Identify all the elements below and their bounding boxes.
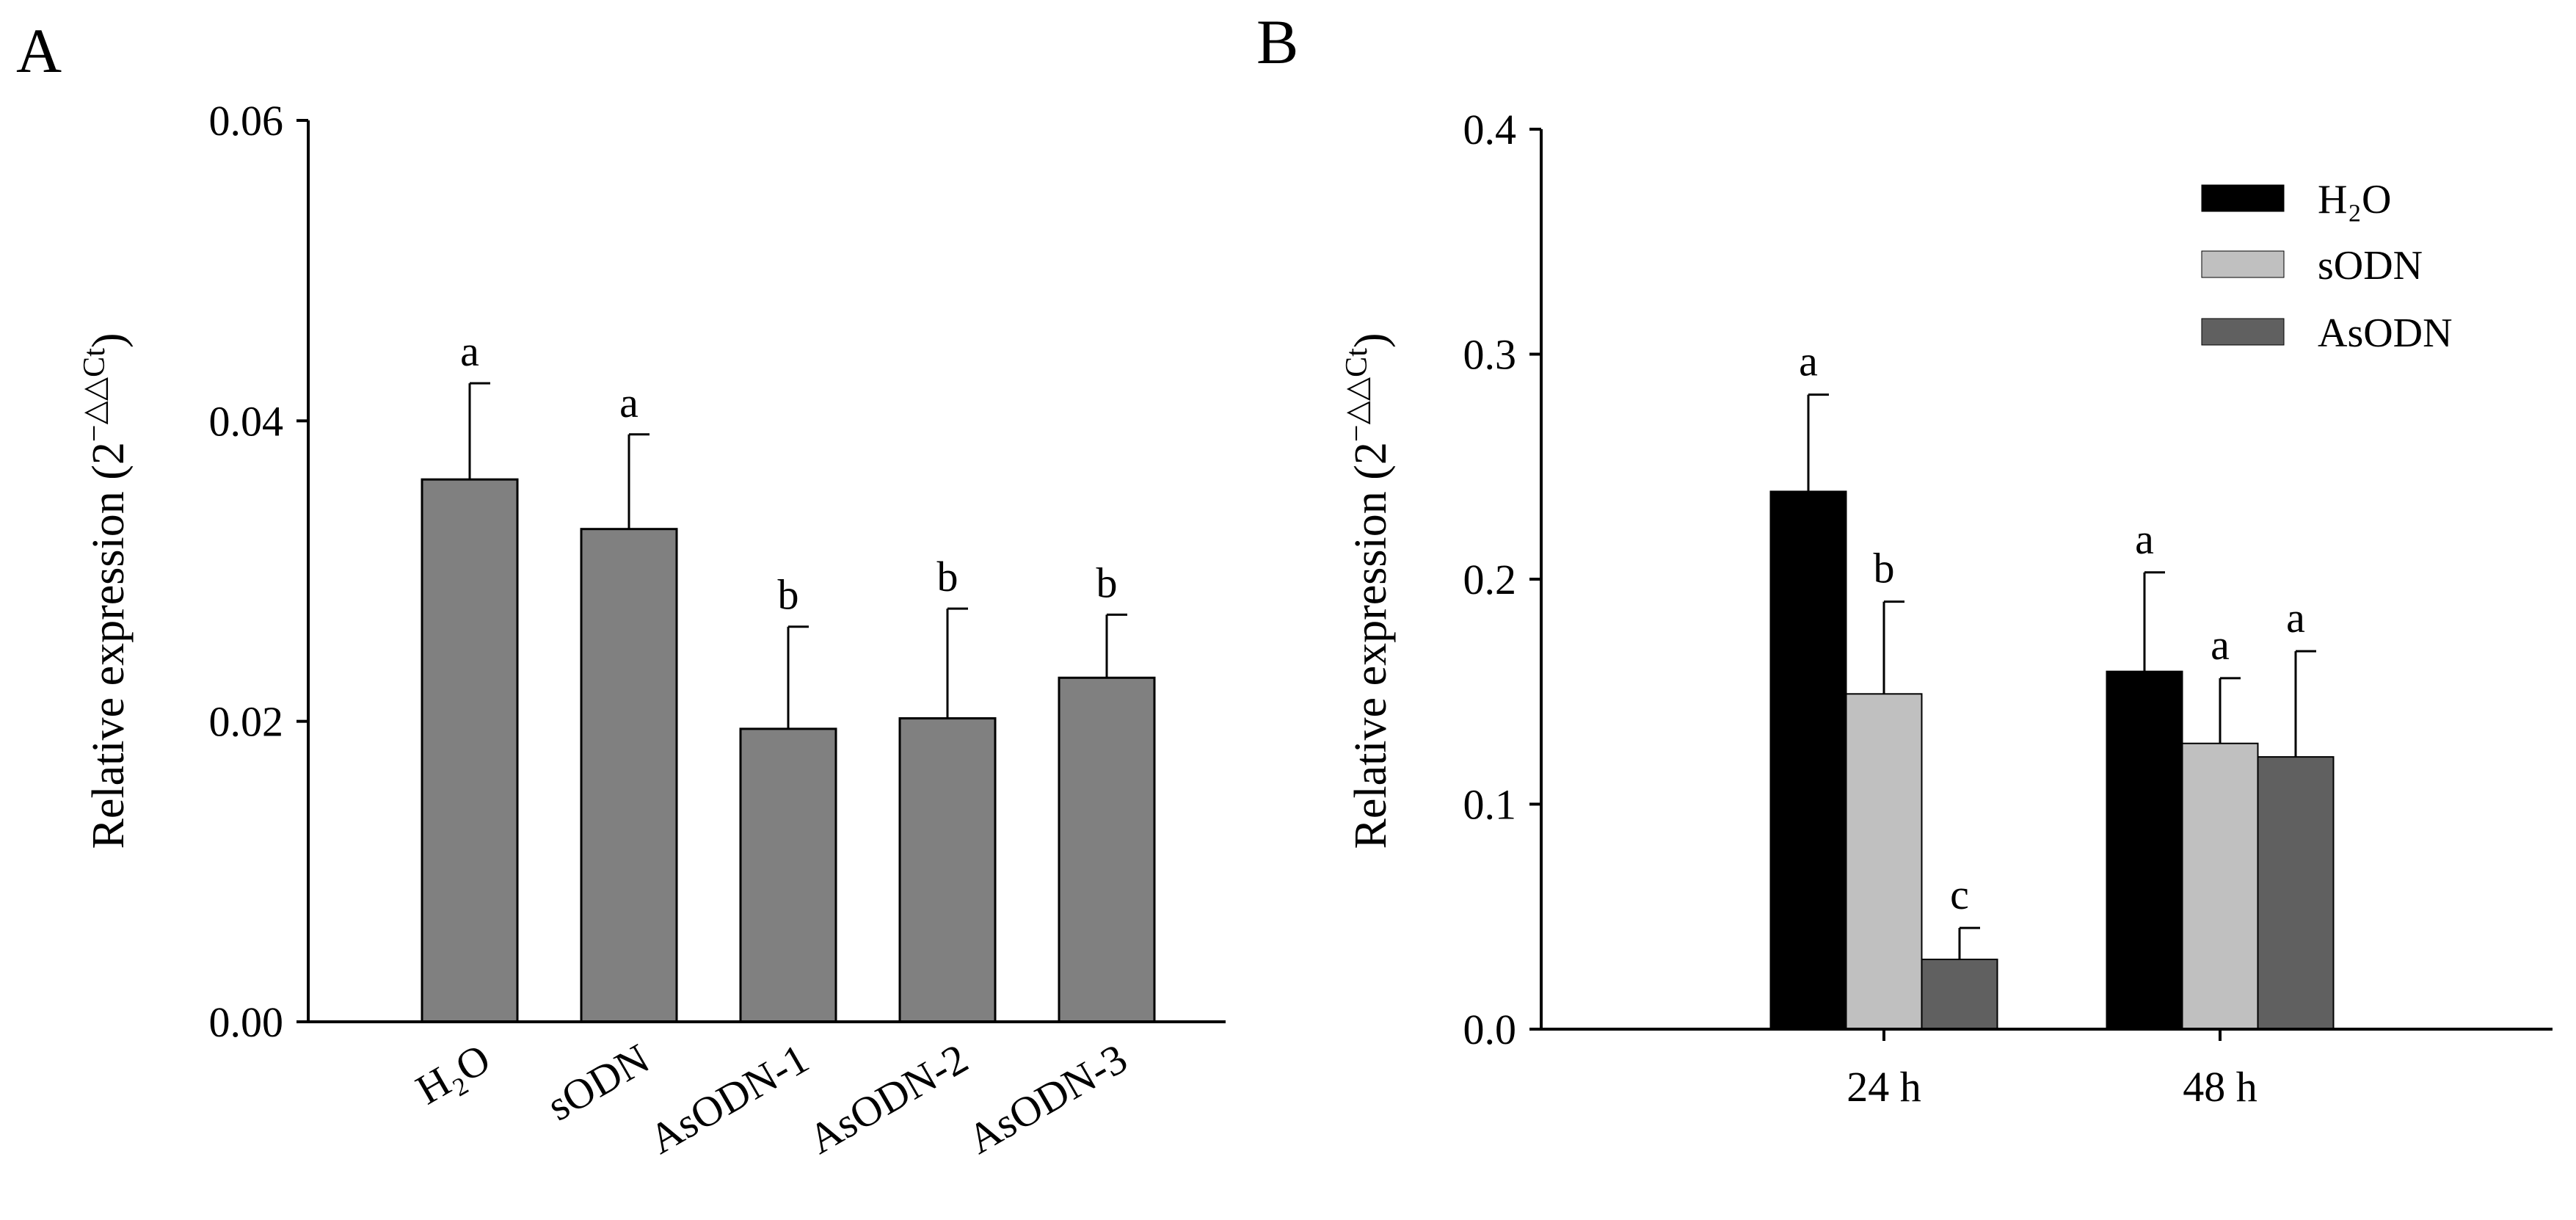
- panel-b-bars: [1769, 490, 2335, 1030]
- panel-a-y-ticks: 0.00 0.02 0.04 0.06: [209, 97, 308, 1046]
- panel-a-y-tick-label: 0.02: [209, 698, 284, 746]
- panel-b-y-tick-label: 0.4: [1463, 106, 1517, 153]
- panel-b-bar: [2257, 756, 2335, 1030]
- panel-b-y-axis-title-close: ): [1346, 333, 1396, 348]
- panel-b-legend-label: H₂O: [2318, 177, 2391, 222]
- panel-a-bar: [580, 528, 678, 1023]
- panel-b-legend-label: AsODN: [2318, 311, 2453, 356]
- panel-b-legend: H₂O sODN AsODN: [2201, 177, 2453, 356]
- panel-a-category-label: sODN: [539, 1034, 658, 1130]
- panel-a-significance-letter: b: [778, 571, 799, 619]
- panel-b-y-axis-title-main: Relative expression (2: [1346, 442, 1396, 849]
- panel-b-significance-letter: a: [2286, 594, 2305, 642]
- panel-b-legend-label: sODN: [2318, 243, 2423, 288]
- panel-b-category-labels: 24 h 48 h: [1847, 1029, 2257, 1111]
- panel-a-significance-letter: b: [937, 553, 958, 600]
- panel-b-y-ticks: 0.0 0.1 0.2 0.3 0.4: [1463, 106, 1541, 1053]
- panel-b-bar: [1921, 958, 1998, 1030]
- panel-b: B Relative expression (2−△△Ct) 0.0 0.1 0.2…: [1256, 7, 2553, 1111]
- panel-a-y-axis-title-sup: −△△Ct: [78, 348, 112, 442]
- panel-b-significance-letter: b: [1874, 545, 1895, 592]
- panel-b-bar: [1769, 490, 1847, 1030]
- panel-b-significance-letter: a: [1799, 338, 1818, 385]
- panel-b-legend-swatch: [2201, 250, 2285, 278]
- panel-a: A Relative expression (2−△△Ct) 0.000.020…: [16, 15, 1226, 1163]
- panel-b-category-label: 48 h: [2183, 1063, 2257, 1111]
- panel-a-category-label: H₂O: [408, 1034, 498, 1114]
- panel-a-bar: [421, 478, 519, 1023]
- panel-a-significance-letter: a: [460, 327, 479, 375]
- panel-a-y-axis-title-close: ): [84, 333, 134, 348]
- panel-a-letter: A: [16, 15, 62, 86]
- panel-b-y-axis-title: Relative expression (2−△△Ct): [1340, 333, 1396, 849]
- panel-b-significance: a b c a a a: [1799, 338, 2305, 918]
- panel-a-significance: a a b b b: [460, 327, 1117, 619]
- panel-b-legend-swatch: [2201, 184, 2285, 212]
- panel-a-significance-letter: b: [1096, 559, 1118, 606]
- panel-a-bar: [898, 717, 997, 1023]
- panel-a-y-tick-label: 0.06: [209, 97, 284, 145]
- panel-a-bar: [739, 727, 837, 1023]
- panel-a-significance-letter: a: [619, 379, 638, 426]
- panel-a-category-label: AsODN-3: [960, 1034, 1135, 1163]
- panel-b-y-tick-label: 0.1: [1463, 781, 1517, 829]
- panel-b-significance-letter: c: [1950, 871, 1969, 918]
- panel-b-category-label: 24 h: [1847, 1063, 1921, 1111]
- panel-b-significance-letter: a: [2211, 621, 2230, 669]
- panel-a-y-axis-title: Relative expression (2−△△Ct): [78, 333, 134, 849]
- panel-b-bar: [1845, 693, 1923, 1030]
- panel-a-category-label: AsODN-1: [641, 1034, 817, 1163]
- panel-b-y-axis-title-sup: −△△Ct: [1340, 348, 1374, 442]
- panel-b-letter: B: [1256, 7, 1298, 77]
- panel-a-category-label: AsODN-2: [801, 1034, 976, 1163]
- panel-b-y-tick-label: 0.2: [1463, 556, 1517, 603]
- panel-b-error-bars: [1807, 393, 2316, 959]
- panel-a-bar: [1058, 676, 1156, 1023]
- panel-a-y-axis-title-main: Relative expression (2: [84, 442, 134, 849]
- panel-a-y-tick-label: 0.00: [209, 998, 284, 1046]
- panel-b-significance-letter: a: [2135, 515, 2154, 563]
- panel-a-y-tick-label: 0.04: [209, 397, 284, 445]
- panel-b-bar: [2181, 742, 2259, 1030]
- panel-b-bar: [2106, 670, 2183, 1030]
- panel-a-bars: [421, 478, 1156, 1023]
- panel-b-legend-swatch: [2201, 318, 2285, 346]
- panel-b-y-tick-label: 0.0: [1463, 1006, 1517, 1053]
- panel-b-y-tick-label: 0.3: [1463, 331, 1517, 379]
- panel-a-error-bars: [468, 382, 1127, 729]
